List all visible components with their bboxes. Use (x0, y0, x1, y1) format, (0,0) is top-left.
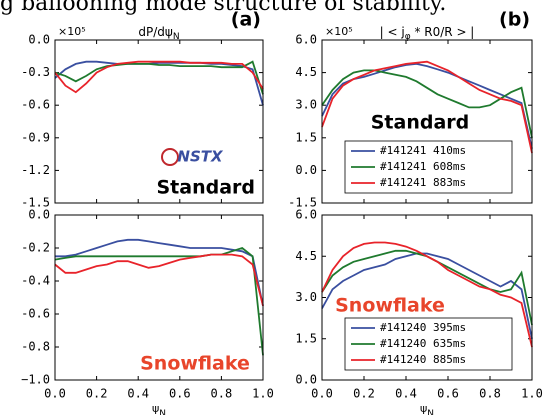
caption-fragment: g ballooning mode structure of stability… (0, 0, 446, 16)
y-tick-label: 6.0 (295, 208, 317, 222)
y-tick-label: 1.5 (295, 130, 317, 144)
y-tick-label: 0.0 (295, 163, 317, 177)
series-line (54, 253, 264, 307)
y-tick-label: 4.5 (295, 249, 317, 263)
plot-frame (54, 214, 264, 381)
y-tick-label: −1.0 (21, 373, 50, 387)
series-line (54, 60, 264, 106)
y-tick-label: -0.9 (21, 130, 50, 144)
subscript: N (173, 32, 180, 42)
y-tick-label: -0.6 (21, 307, 50, 321)
plot-frame (54, 39, 264, 204)
y-multiplier: ×10⁵ (58, 25, 86, 38)
x-axis-label: ψN (420, 402, 434, 415)
y-tick-label: 4.5 (295, 65, 317, 79)
annotation: Standard (156, 177, 255, 199)
series-line (54, 246, 264, 356)
x-tick-label: 0.0 (311, 387, 333, 401)
y-tick-label: 6.0 (295, 33, 317, 47)
text-part: ψ (152, 402, 159, 415)
y-tick-label: 3.0 (295, 290, 317, 304)
x-tick-label: 1.0 (521, 387, 543, 401)
series-line (321, 241, 533, 348)
y-tick-label: -0.8 (21, 340, 50, 354)
x-tick-label: 0.4 (395, 387, 417, 401)
x-tick-label: 0.8 (479, 387, 501, 401)
y-tick-label: -1.5 (288, 196, 317, 210)
x-tick-label: 0.2 (86, 387, 108, 401)
y-tick-label: 0.0 (295, 373, 317, 387)
series-line (54, 60, 264, 94)
x-tick-label: 0.8 (211, 387, 233, 401)
y-tick-label: -0.4 (21, 274, 50, 288)
legend-label: #141240 635ms (380, 337, 466, 350)
series-line (55, 238, 264, 306)
annotation: Snowflake (140, 353, 250, 375)
logo-mark (161, 148, 179, 166)
panel-label: (b) (499, 9, 530, 31)
series-line (321, 62, 533, 149)
text-part: dP/dψ (138, 25, 173, 39)
chart-title: dP/dψN (138, 25, 179, 42)
legend-label: #141241 410ms (380, 144, 466, 157)
x-tick-label: 0.0 (44, 387, 66, 401)
x-tick-label: 0.6 (437, 387, 459, 401)
y-tick-label: 1.5 (295, 331, 317, 345)
y-multiplier: ×10⁵ (325, 25, 353, 38)
series-line (321, 69, 533, 138)
y-tick-label: -1.5 (21, 196, 50, 210)
x-axis-label: ψN (152, 402, 166, 415)
text-part: | < j (380, 25, 405, 39)
panel-label: (a) (231, 9, 261, 31)
x-tick-label: 1.0 (252, 387, 274, 401)
y-tick-label: 3.0 (295, 98, 317, 112)
y-tick-label: -0.3 (21, 65, 50, 79)
subscript: N (159, 409, 166, 415)
text-part: ψ (420, 402, 427, 415)
annotation: Standard (371, 112, 470, 134)
x-tick-label: 0.4 (127, 387, 149, 401)
y-tick-label: -0.6 (21, 98, 50, 112)
y-tick-label: 0.0 (28, 208, 50, 222)
series-line (54, 60, 264, 95)
chart-title: | < jφ * R0/R > | (380, 25, 475, 42)
subscript: φ (405, 32, 411, 42)
legend-label: #141240 885ms (380, 353, 466, 366)
plot-frame (321, 39, 533, 204)
annotation: NSTX (177, 148, 224, 166)
x-tick-label: 0.6 (169, 387, 191, 401)
annotation: Snowflake (335, 295, 445, 317)
legend-label: #141241 883ms (380, 176, 466, 189)
legend-label: #141241 608ms (380, 160, 466, 173)
y-tick-label: -0.2 (21, 241, 50, 255)
plot-frame (321, 214, 533, 381)
subscript: N (427, 409, 434, 415)
x-tick-label: 0.2 (353, 387, 375, 401)
legend-label: #141240 395ms (380, 321, 466, 334)
series-line (321, 60, 533, 154)
y-tick-label: 0.0 (28, 33, 50, 47)
text-part: * R0/R > | (411, 25, 475, 39)
y-tick-label: -1.2 (21, 163, 50, 177)
series-line (321, 252, 533, 339)
